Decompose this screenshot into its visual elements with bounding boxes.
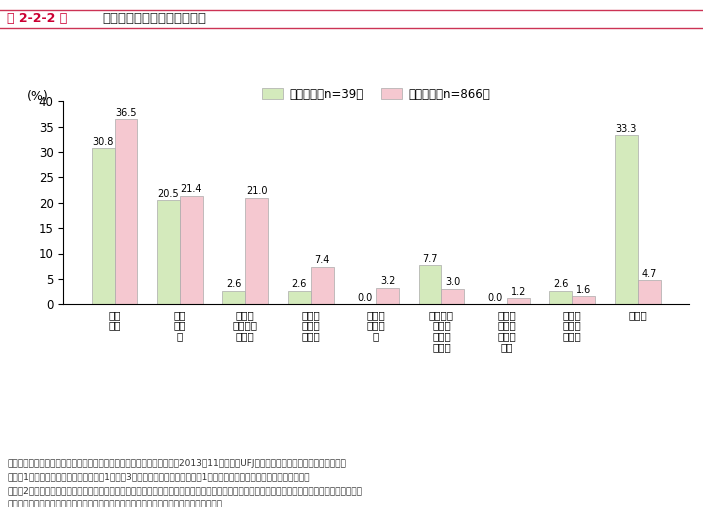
Text: 7.4: 7.4 [314,255,330,265]
Text: 2．都道府県の「その他」には、「震災からの産業復興」、「内外経済環境の変化」、「製造品出荷額の減少」、「県内就業率が低い、県外: 2．都道府県の「その他」には、「震災からの産業復興」、「内外経済環境の変化」、「… [7,486,362,495]
Text: 1.6: 1.6 [576,284,591,295]
Bar [115,119,138,304]
Bar [614,135,638,304]
Y-axis label: (%): (%) [27,90,49,103]
Text: 3.2: 3.2 [380,276,395,286]
Text: 3.0: 3.0 [445,277,460,287]
Text: 7.7: 7.7 [423,254,438,264]
Text: 0.0: 0.0 [488,293,503,303]
Text: 21.4: 21.4 [181,184,202,194]
Text: 2.6: 2.6 [292,279,307,289]
Text: 21.0: 21.0 [246,186,268,196]
Text: 地域が抱える課題（自治体）: 地域が抱える課題（自治体） [102,12,206,25]
Text: 2.6: 2.6 [553,279,569,289]
Text: 33.3: 33.3 [616,124,637,134]
Text: 1.2: 1.2 [510,286,526,297]
Bar [222,291,245,304]
Bar [572,296,595,304]
Bar [441,289,465,304]
Bar [507,298,530,304]
Text: での消費が多い」、「ものづくり産業の空洞化」、「県民所得低迷」等を含む。: での消費が多い」、「ものづくり産業の空洞化」、「県民所得低迷」等を含む。 [7,500,222,507]
Legend: 都道府県（n=39）, 市区町村（n=866）: 都道府県（n=39）, 市区町村（n=866） [257,83,495,105]
Text: 資料：中小企業庁委返「自治体の中小企業支援の実態に関する調査」（2013年11月、三菱UFJリサーチ＆コンサルティング（株））: 資料：中小企業庁委返「自治体の中小企業支援の実態に関する調査」（2013年11月… [7,459,346,468]
Text: 0.0: 0.0 [357,293,373,303]
Text: 4.7: 4.7 [641,269,657,279]
Text: 36.5: 36.5 [115,107,137,118]
Bar [180,196,203,304]
Bar [549,291,572,304]
Bar [376,288,399,304]
Bar [418,265,441,304]
Bar [638,280,661,304]
Bar [91,148,115,304]
Bar [311,267,334,304]
Text: （注）1．自治体の抱える課題について1位から3位を回答してもらった中で、1位として回答されたものを集計している。: （注）1．自治体の抱える課題について1位から3位を回答してもらった中で、1位とし… [7,473,309,482]
Bar [157,200,180,304]
Text: 2.6: 2.6 [226,279,242,289]
Bar [288,291,311,304]
Bar [245,198,269,304]
Text: 30.8: 30.8 [93,136,114,147]
Text: 第 2-2-2 図: 第 2-2-2 図 [7,12,67,25]
Text: 20.5: 20.5 [157,189,179,199]
